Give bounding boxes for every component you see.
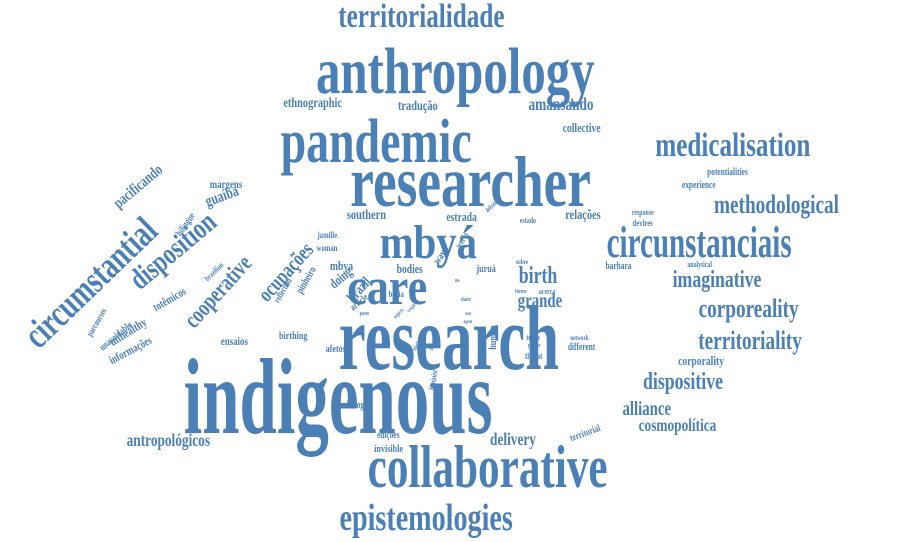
word-dialogue: dialogue [344, 400, 372, 411]
word-pano: pano [359, 311, 369, 317]
word-relações: relações [565, 208, 601, 223]
word-researcher: researcher [349, 142, 591, 222]
word-estrada: estrada [445, 208, 477, 224]
word-tent: tent [465, 311, 472, 317]
word-alliance: alliance [622, 398, 672, 420]
word-medicalisation: medicalisation [655, 127, 811, 164]
word-corporeality: corporeality [698, 294, 799, 323]
word-collective: collective [562, 119, 601, 135]
word-mbya: mbya [329, 257, 353, 273]
word-different: different [567, 342, 595, 353]
word-research: research [338, 287, 560, 389]
word-methodological: methodological [713, 190, 839, 219]
word-pacificando: pacificando [109, 161, 166, 212]
word-agent: agent [463, 319, 473, 325]
word-antropológicos: antropológicos [126, 430, 210, 450]
word-teach: teach [526, 333, 540, 342]
word-juruá: juruá [476, 262, 496, 275]
word-estado: estado [519, 216, 536, 225]
word-tradução: tradução [397, 99, 438, 114]
word-edições: edições [376, 430, 400, 441]
word-delivery: delivery [490, 429, 536, 449]
word-jamille: jamille [316, 229, 337, 240]
word-anthropology: anthropology [315, 35, 595, 108]
word-territorialidade: territorialidade [337, 0, 504, 35]
word-human: human [486, 324, 499, 350]
word-barbara: barbara [605, 261, 631, 272]
word-imaginative: imaginative [672, 267, 762, 293]
word-analytical: analytical [686, 260, 712, 269]
word-ensaios: ensaios [220, 334, 248, 348]
word-dispositive: dispositive [643, 369, 723, 395]
word-sobre: sobre [516, 257, 529, 266]
word-margens: margens [209, 177, 243, 191]
word-mbyá: mbyá [379, 216, 477, 269]
word-pandemic: pandemic [280, 108, 472, 176]
word-people: people [527, 343, 541, 349]
word-collaborative: collaborative [367, 434, 608, 500]
word-totêmicos: totêmicos [149, 283, 188, 315]
word-epistemologies: epistemologies [339, 497, 513, 539]
word-corporality: corporality [678, 352, 725, 368]
word-devires: devires [632, 217, 653, 228]
word-life: life [454, 278, 460, 284]
word-birth: birth [518, 263, 558, 289]
word-southern: southern [346, 208, 386, 223]
word-cosmopolítica: cosmopolítica [638, 415, 716, 435]
word-bodies: bodies [396, 260, 423, 276]
word-territoriality: territoriality [698, 326, 802, 355]
word-share: share [460, 297, 472, 303]
word-ethnographic: ethnographic [282, 96, 342, 111]
word-threat: threat [524, 350, 542, 361]
word-afetos: afetos [325, 342, 346, 355]
word-theme: theme [515, 289, 527, 295]
word-indigenous: indigenous [183, 338, 493, 457]
word-care: care [347, 259, 428, 316]
word-bacia: bacia [388, 288, 404, 299]
word-experience: experience [681, 180, 716, 191]
word-amansando: amansando [528, 94, 594, 114]
word-circunstanciais: circunstanciais [606, 218, 792, 267]
word-response: response [631, 208, 654, 217]
word-invisible: invisible [373, 442, 403, 455]
word-grande: grande [517, 290, 563, 312]
word-woman: woman [316, 242, 338, 253]
word-acerca: acerca [538, 287, 556, 296]
word-potentialities: potentialities [706, 167, 748, 178]
word-network: network [569, 333, 589, 342]
word-birthing: birthing [278, 329, 308, 342]
